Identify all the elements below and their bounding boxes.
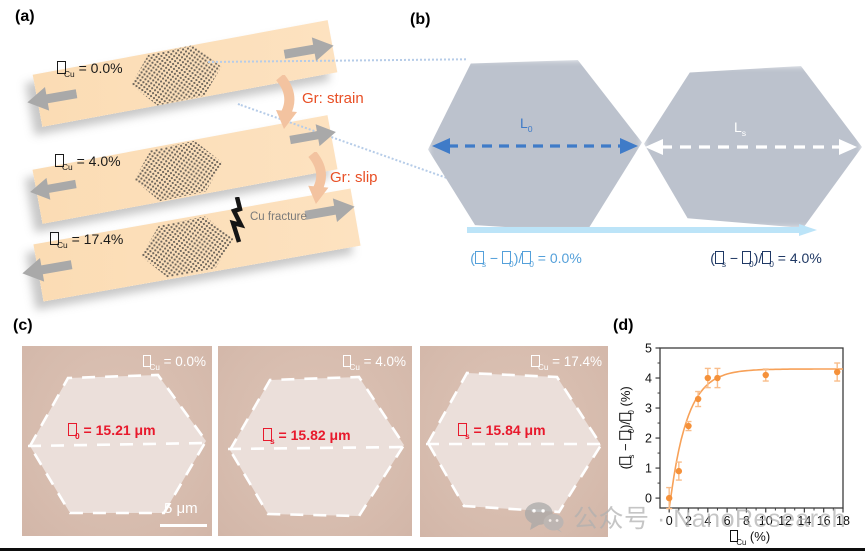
svg-text:6: 6 [724, 514, 731, 528]
svg-text:0: 0 [645, 492, 652, 506]
panel-b-label: (b) [410, 11, 431, 28]
micrograph-1-length: 0 = 15.21 μm [68, 422, 156, 441]
hexagon-outline-3 [426, 371, 603, 514]
svg-text:4: 4 [704, 514, 711, 528]
crack-icon [229, 197, 246, 243]
strip-2-strain-label: Cu = 4.0% [55, 153, 121, 172]
cu-fracture-label: Cu fracture [250, 211, 307, 223]
svg-text:2: 2 [645, 432, 652, 446]
svg-text:4: 4 [645, 372, 652, 386]
panel-d-label: (d) [613, 317, 634, 334]
svg-text:16: 16 [817, 514, 831, 528]
gr-strain-label: Gr: strain [302, 90, 364, 107]
svg-text:3: 3 [645, 402, 652, 416]
stretch-direction-arrow [467, 224, 817, 236]
pull-arrow-left-2 [30, 177, 77, 200]
strip-3-strain-label: Cu = 17.4% [50, 231, 123, 250]
svg-text:0: 0 [666, 514, 673, 528]
chart-y-axis-title: (s − 0)/0 (%) [618, 386, 636, 470]
gr-slip-label: Gr: slip [330, 169, 378, 186]
svg-text:10: 10 [759, 514, 773, 528]
graphene-patch-1 [126, 41, 226, 110]
pull-arrow-left-3 [22, 258, 73, 282]
strain-formula-right: (s − 0)/0 = 4.0% [710, 250, 822, 269]
curved-arrow-strain [276, 75, 297, 129]
micrograph-2: Cu = 4.0% s = 15.82 μm [218, 346, 412, 536]
svg-text:8: 8 [743, 514, 750, 528]
l0-label: L0 [520, 115, 533, 134]
svg-text:2: 2 [685, 514, 692, 528]
svg-text:5: 5 [645, 342, 652, 356]
micrograph-2-strain: Cu = 4.0% [342, 354, 406, 372]
strain-formula-left: (s − 0)/0 = 0.0% [470, 250, 582, 269]
hexagon-outline-2 [227, 375, 407, 518]
ls-measure-arrow [645, 139, 857, 155]
scalebar-text: 5 μm [164, 500, 198, 517]
micrograph-3-length: s = 15.84 μm [458, 422, 546, 441]
l0-measure-arrow [432, 138, 638, 154]
graphene-patch-2 [129, 137, 227, 206]
svg-text:1: 1 [645, 462, 652, 476]
svg-text:18: 18 [836, 514, 850, 528]
ls-label: Ls [734, 119, 747, 138]
strip-1-strain-label: Cu = 0.0% [57, 60, 123, 79]
svg-text:12: 12 [778, 514, 792, 528]
scalebar-line [160, 524, 207, 527]
graphene-patch-3 [136, 212, 238, 282]
pull-arrow-left-1 [27, 87, 78, 111]
micrograph-2-length: s = 15.82 μm [263, 427, 351, 446]
micrograph-1-strain: Cu = 0.0% [142, 354, 206, 372]
pull-arrow-right-2 [289, 124, 336, 147]
svg-text:14: 14 [797, 514, 811, 528]
panel-c-label: (c) [13, 317, 33, 334]
panel-a-label: (a) [15, 8, 35, 25]
pull-arrow-right-3 [304, 198, 355, 222]
hexagon-outline-1 [27, 373, 209, 515]
micrograph-1: Cu = 0.0% 0 = 15.21 μm 5 μm [22, 346, 212, 536]
curved-arrow-slip [308, 152, 329, 204]
micrograph-3: Cu = 17.4% s = 15.84 μm [420, 346, 608, 537]
bottom-rule [0, 548, 865, 551]
chart-x-axis-title: Cu (%) [680, 529, 820, 547]
micrograph-3-strain: Cu = 17.4% [531, 354, 602, 372]
pull-arrow-right-1 [283, 37, 334, 61]
